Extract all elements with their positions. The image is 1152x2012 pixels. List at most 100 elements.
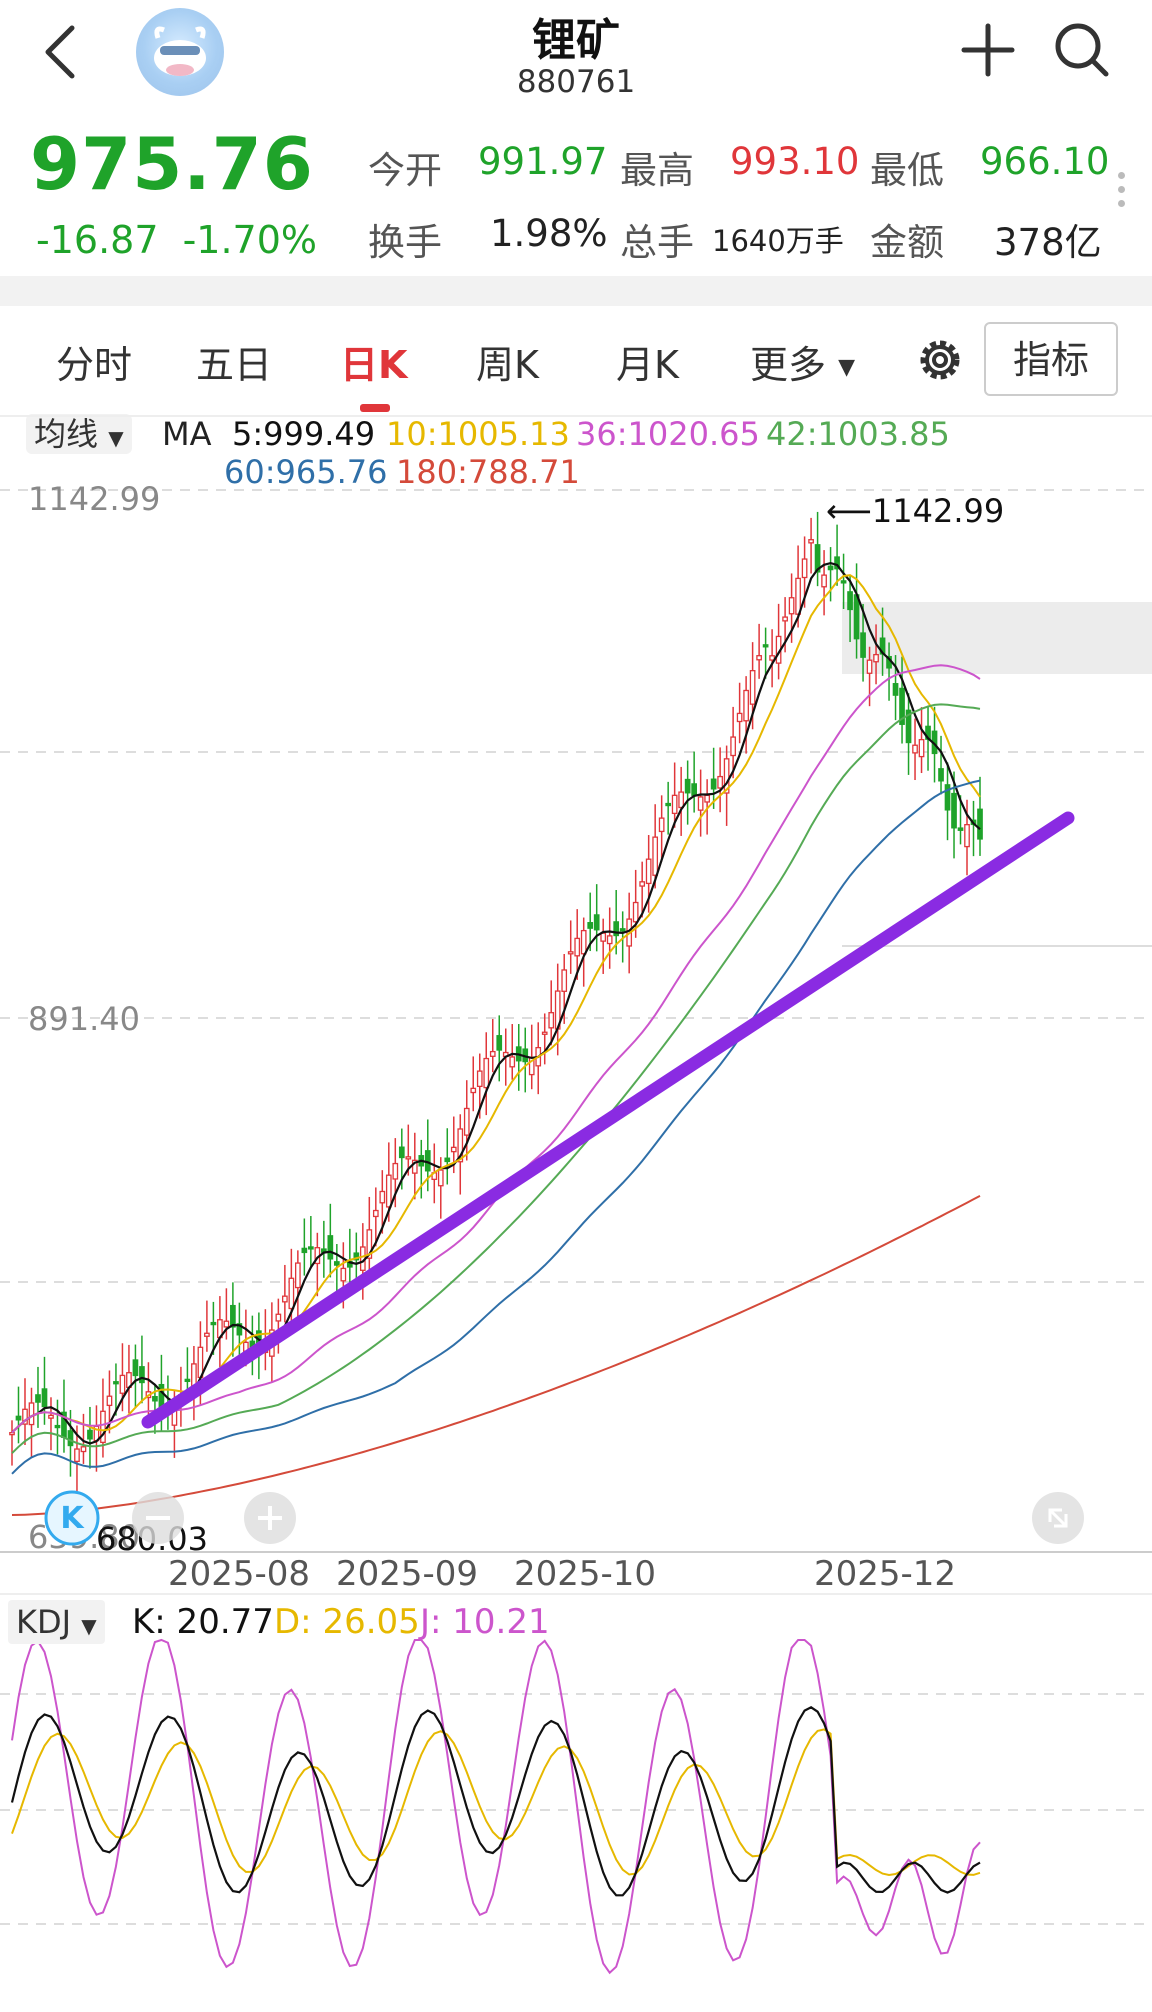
date-label: 2025-10 [514,1554,657,1594]
open-label: 今开 [368,149,442,192]
candle [113,1381,119,1385]
candle [327,1235,334,1260]
candle [275,1313,282,1322]
candle [379,1190,386,1204]
candle [723,758,730,794]
candle [964,824,970,848]
ma36-line [11,664,981,1434]
candle [717,775,723,789]
ma-label: MA [162,415,212,453]
chevron-down-icon: ▼ [838,355,856,380]
candle [600,932,607,942]
high-marker-value: 1142.99 [871,492,1005,530]
candle [353,1252,360,1261]
zoom-in-icon[interactable] [242,1490,298,1546]
candle [15,1415,22,1421]
ma60-value: 60:965.76 [224,453,388,491]
candle [944,784,951,811]
candle [652,836,659,876]
indicator-button[interactable]: 指标 [984,322,1118,396]
candle [938,768,944,782]
kdj-selector[interactable]: KDJ ▼ [8,1600,105,1644]
price-axis-mid: 891.40 [28,1000,140,1038]
candle [67,1430,74,1447]
high-value: 993.10 [730,140,860,183]
k-logo-icon[interactable]: K [40,1486,104,1550]
tab-daily-k[interactable]: 日K [340,343,408,387]
more-stats-handle-icon[interactable] [1118,172,1126,214]
ma-selector[interactable]: 均线 ▼ [26,414,132,454]
tab-more[interactable]: 更多 ▼ [750,334,855,389]
ma-selector-label: 均线 [34,415,99,453]
kdj-k-value: K: 20.77 [132,1602,274,1642]
candle [769,655,775,661]
candle [593,914,600,931]
candle [307,1246,314,1250]
candle [22,1408,28,1425]
gear-icon[interactable] [912,332,968,388]
trendline [141,811,1075,1429]
date-label: 2025-09 [336,1554,479,1594]
current-price: 975.76 [30,122,314,206]
tab-intraday[interactable]: 分时 [56,343,133,387]
candle [821,574,827,588]
tab-weekly-k[interactable]: 周K [476,343,539,387]
volume-label: 总手 [620,221,694,264]
stock-code: 880761 [516,64,636,100]
selection-band [842,602,1152,674]
tab-monthly-k[interactable]: 月K [616,343,679,387]
kdj-d-value: D: 26.05 [274,1602,420,1642]
ma5-line [11,561,981,1445]
kdj-j-line [11,1638,981,1975]
ma180-line [11,1195,981,1516]
candle [100,1410,106,1444]
kdj-selector-label: KDJ [16,1603,72,1641]
tab-five-day[interactable]: 五日 [196,343,273,387]
chevron-down-icon: ▼ [108,426,124,450]
candle [801,558,808,579]
candle [437,1169,444,1187]
candle [957,827,964,831]
candle [457,1128,464,1163]
search-icon[interactable] [1050,18,1114,82]
candle [795,577,801,615]
candle [665,802,672,807]
add-watchlist-icon[interactable] [958,20,1018,80]
kdj-k-line [10,1706,981,1897]
candle [366,1229,373,1259]
ma10-line [11,574,981,1434]
candle [905,709,912,744]
back-arrow-icon[interactable] [36,22,86,82]
candle [730,736,736,757]
candle [230,1304,236,1328]
candle [678,791,685,809]
candle [814,544,821,573]
candle [697,796,704,811]
candle [509,1056,516,1068]
fullscreen-icon[interactable] [1030,1490,1086,1546]
zoom-out-icon[interactable] [130,1490,186,1546]
candle [204,1332,210,1337]
avatar-icon[interactable] [136,8,224,96]
turnover-label: 换手 [368,221,442,264]
candle [691,783,697,796]
candle [834,556,840,570]
change-percent: -1.70% [182,218,318,262]
candle [788,597,795,615]
ma60-line [11,779,981,1475]
candle [892,683,899,696]
high-marker: ⟵1142.99 [826,492,1004,530]
section-divider [0,276,1152,306]
candle [736,712,743,723]
candle [398,1146,405,1159]
ma10-value: 10:1005.13 [386,415,570,453]
candle [567,951,574,955]
candle [210,1321,217,1326]
candle [385,1174,392,1208]
candle [619,928,626,932]
candle [587,922,594,929]
candle [743,689,749,722]
candle [301,1247,308,1254]
candle [847,591,853,611]
